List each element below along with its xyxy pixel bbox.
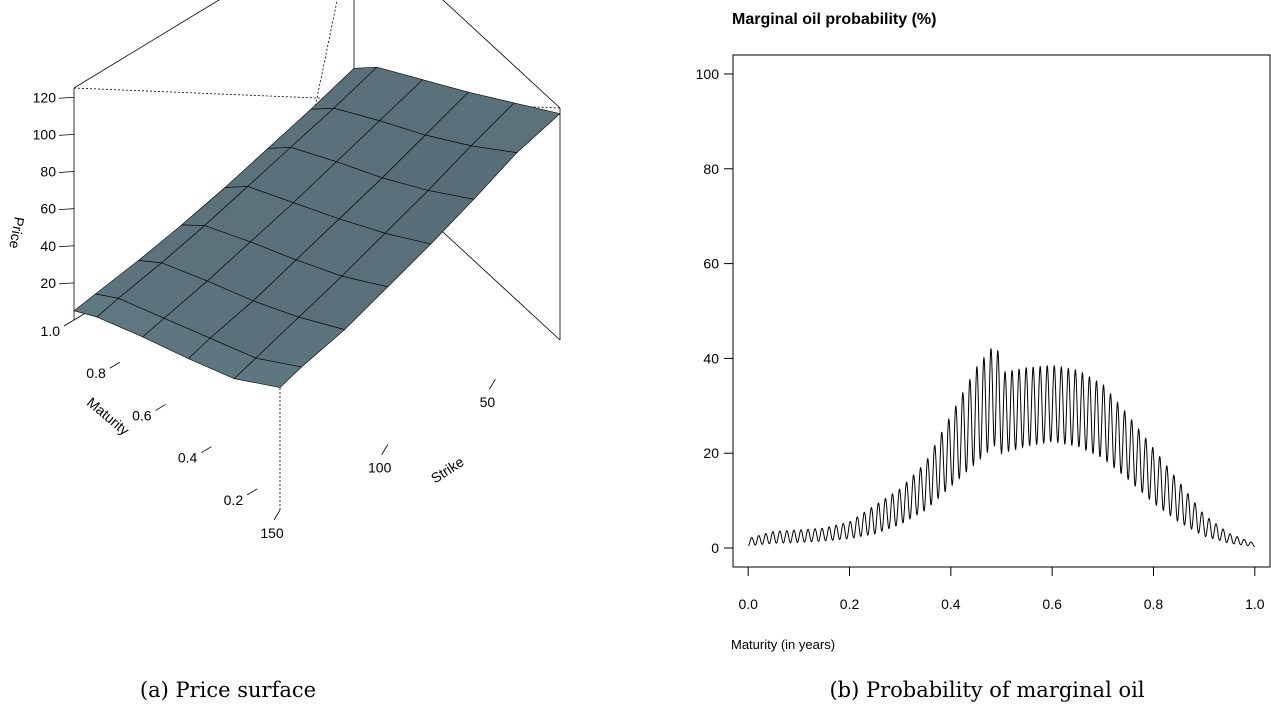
maturity-tick-mark — [201, 446, 212, 454]
z-tick-label: 40 — [40, 238, 56, 254]
z-tick-mark — [58, 208, 75, 211]
strike-tick-label: 50 — [480, 394, 496, 410]
y-tick-label: 20 — [703, 445, 719, 461]
x-tick-label: 0.6 — [1042, 596, 1062, 612]
strike-tick-mark — [489, 379, 496, 390]
z-tick-mark — [58, 134, 75, 136]
strike-tick-label: 150 — [260, 525, 284, 541]
surface-facet — [233, 357, 303, 388]
x-tick-label: 0.8 — [1144, 596, 1164, 612]
z-tick-label: 60 — [40, 201, 56, 217]
maturity-tick-mark — [109, 361, 120, 369]
marginal-oil-probability-plot: Marginal oil probability (%) 0 20 40 60 80 100… — [696, 11, 1271, 652]
strike-tick-mark — [381, 444, 389, 455]
maturity-tick-mark — [63, 319, 75, 327]
maturity-tick-label: 0.8 — [86, 365, 106, 381]
y-tick-label: 60 — [703, 256, 719, 272]
maturity-tick-label: 0.6 — [132, 407, 152, 423]
caption-marginal-oil: (b) Probability of marginal oil — [829, 678, 1145, 702]
x-axis-label: Maturity (in years) — [731, 637, 835, 652]
plot-frame — [732, 54, 1271, 568]
x-tick-label: 1.0 — [1245, 596, 1265, 612]
z-tick-label: 100 — [33, 126, 57, 142]
price-surface-plot: 20406080100120Price0.20.40.60.81.0Maturi… — [6, 0, 561, 541]
z-tick-mark — [58, 282, 75, 285]
box-edge — [73, 0, 220, 89]
chart-title: Marginal oil probability (%) — [732, 11, 936, 28]
probability-series-line — [748, 347, 1255, 548]
box-edge — [442, 0, 561, 109]
strike-tick-label: 100 — [368, 460, 392, 476]
maturity-tick-label: 0.2 — [224, 492, 244, 508]
maturity-tick-label: 1.0 — [41, 323, 61, 339]
z-tick-label: 80 — [40, 164, 56, 180]
x-tick-label: 0.0 — [738, 596, 758, 612]
z-tick-mark — [58, 171, 75, 173]
z-tick-label: 20 — [40, 275, 56, 291]
strike-tick-mark — [273, 509, 281, 521]
z-tick-label: 120 — [33, 89, 57, 105]
z-tick-mark — [58, 96, 75, 99]
z-axis-label: Price — [6, 216, 27, 250]
y-tick-label: 80 — [703, 161, 719, 177]
x-tick-label: 0.2 — [840, 596, 860, 612]
y-tick-label: 0 — [711, 540, 719, 556]
maturity-tick-mark — [246, 488, 258, 496]
x-tick-label: 0.4 — [941, 596, 961, 612]
maturity-tick-label: 0.4 — [178, 450, 198, 466]
z-tick-mark — [58, 245, 75, 248]
y-tick-label: 40 — [703, 350, 719, 366]
y-tick-label: 100 — [696, 66, 720, 82]
maturity-tick-mark — [155, 404, 166, 411]
caption-price-surface: (a) Price surface — [139, 678, 317, 702]
